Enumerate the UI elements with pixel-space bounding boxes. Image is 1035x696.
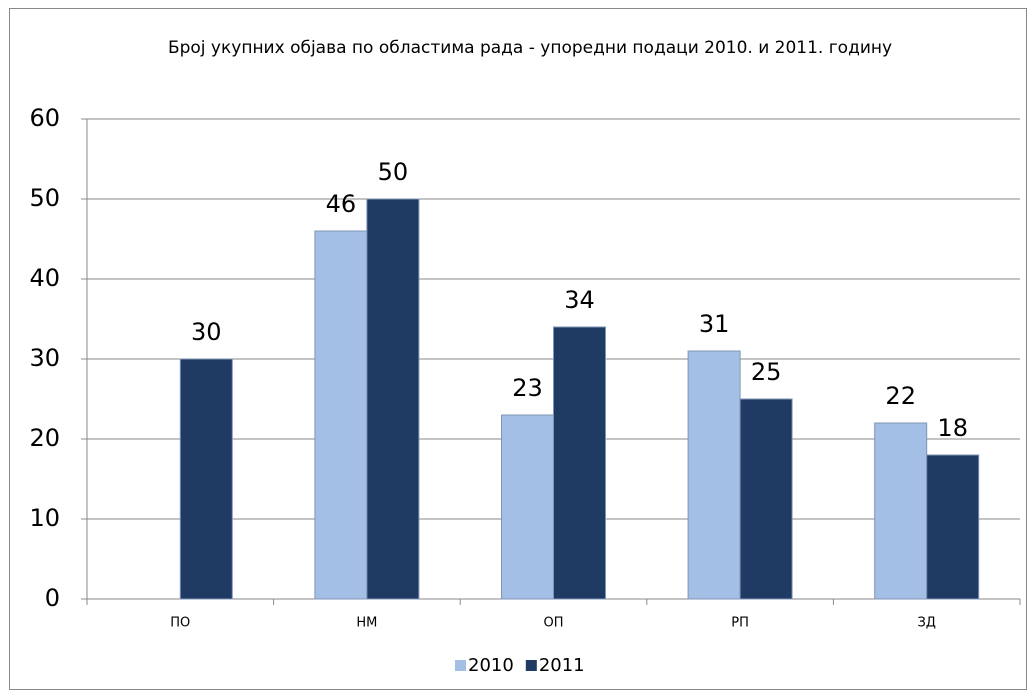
bar <box>687 350 741 600</box>
data-label: 22 <box>885 382 916 410</box>
bar <box>501 414 554 600</box>
legend-swatch <box>455 660 466 671</box>
bar <box>179 358 233 600</box>
x-tick-label: ПО <box>170 616 190 631</box>
y-tick-label: 40 <box>29 264 60 292</box>
data-label: 25 <box>751 358 782 386</box>
legend-swatch <box>525 660 537 671</box>
data-label: 30 <box>191 318 222 346</box>
bar <box>366 198 420 600</box>
y-tick-label: 10 <box>29 504 60 532</box>
data-label: 46 <box>326 190 357 218</box>
bar <box>314 230 368 600</box>
y-tick-label: 20 <box>29 424 60 452</box>
y-tick-label: 60 <box>29 104 60 132</box>
x-tick-label: РП <box>731 616 749 631</box>
legend-label: 2010 <box>468 655 514 676</box>
x-tick-label: НМ <box>356 616 377 631</box>
legend-label: 2011 <box>539 655 585 676</box>
bar <box>874 422 928 600</box>
data-label: 23 <box>512 374 543 402</box>
data-label: 18 <box>937 414 968 442</box>
y-tick-label: 50 <box>29 184 60 212</box>
x-tick-label: ОП <box>543 616 563 631</box>
chart-title: Број укупних објава по областима рада - … <box>167 38 893 58</box>
data-label: 34 <box>564 286 595 314</box>
data-label: 50 <box>378 158 409 186</box>
bar <box>553 326 606 600</box>
y-tick-label: 30 <box>29 344 60 372</box>
data-label: 31 <box>699 310 730 338</box>
y-tick-label: 0 <box>45 584 60 612</box>
bar <box>739 398 793 600</box>
bar <box>926 454 980 600</box>
x-tick-label: ЗД <box>917 616 936 631</box>
